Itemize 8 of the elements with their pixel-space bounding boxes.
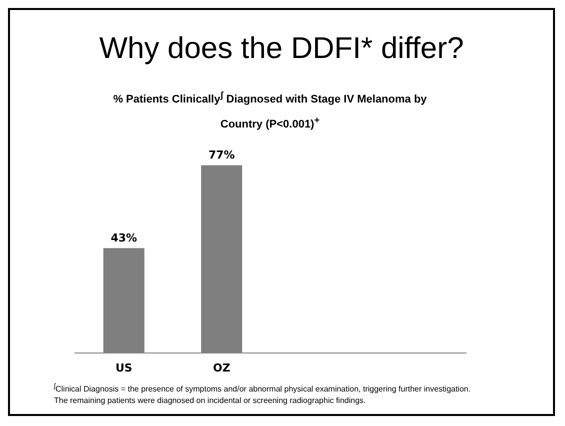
x-tick-label: OZ [212, 361, 230, 374]
text: $^{ʃ}$Clinical Diagnosis = the presence of symptoms and/or abnormal physical examination, triggering further investigation. [54, 382, 471, 395]
chart-title: Why does the DDFI* differ? [98, 32, 465, 66]
data-label: 43% [110, 231, 138, 244]
chart-subtitle: % Patients Clinically$^{ʃ}$ Diagnosed with Stage IV Melanoma by Country (P<0.001)$^{+}$ [112, 89, 428, 132]
text: The remaining patients were diagnosed on incidental or screening radiographic findings. [54, 394, 367, 406]
data-label: 77% [208, 148, 235, 162]
x-tick-label: US [115, 361, 132, 374]
